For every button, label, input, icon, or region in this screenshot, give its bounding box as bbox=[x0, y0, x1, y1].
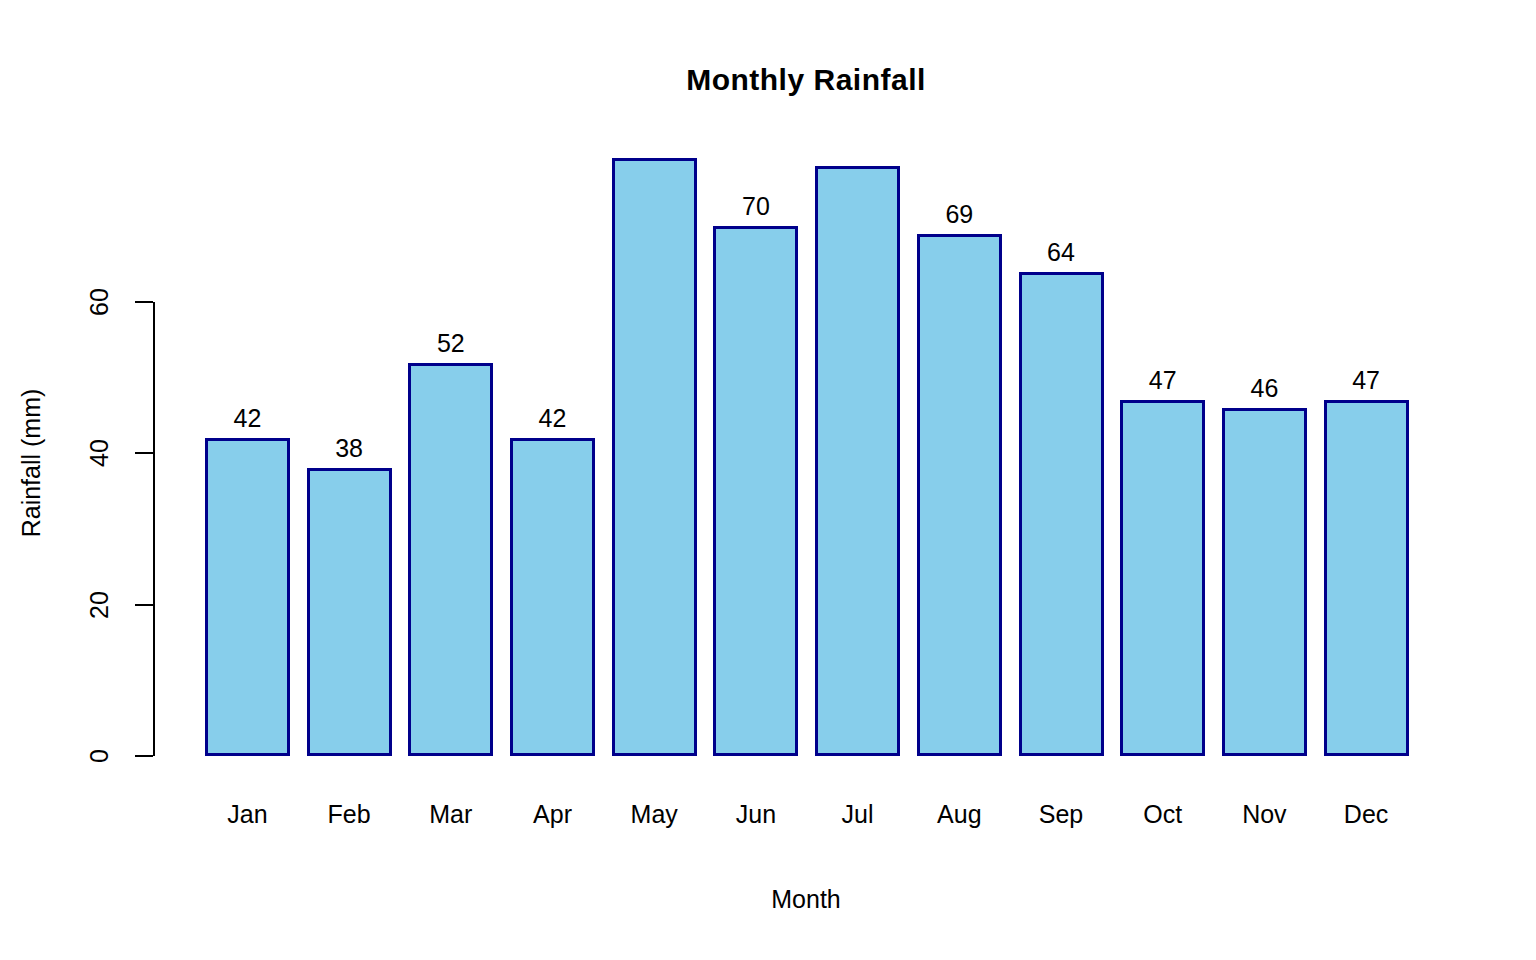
bar-value-label-nov: 46 bbox=[1250, 373, 1278, 402]
bar-oct bbox=[1120, 400, 1205, 756]
x-tick-label-may: May bbox=[631, 800, 678, 829]
y-tick-label: 40 bbox=[85, 439, 114, 467]
x-tick-label-feb: Feb bbox=[328, 800, 371, 829]
x-tick-label-aug: Aug bbox=[937, 800, 981, 829]
y-tick-mark bbox=[135, 301, 153, 303]
bar-value-label-feb: 38 bbox=[335, 434, 363, 463]
bar-value-label-apr: 42 bbox=[539, 404, 567, 433]
bar-value-label-jan: 42 bbox=[233, 404, 261, 433]
x-tick-label-dec: Dec bbox=[1344, 800, 1388, 829]
bar-dec bbox=[1324, 400, 1409, 756]
y-tick-label: 20 bbox=[85, 591, 114, 619]
bar-may bbox=[612, 158, 697, 756]
x-tick-label-mar: Mar bbox=[429, 800, 472, 829]
bar-value-label-oct: 47 bbox=[1149, 366, 1177, 395]
x-tick-label-apr: Apr bbox=[533, 800, 572, 829]
x-tick-label-sep: Sep bbox=[1039, 800, 1083, 829]
bar-apr bbox=[510, 438, 595, 756]
y-tick-label: 60 bbox=[85, 288, 114, 316]
bar-jun bbox=[713, 226, 798, 756]
y-axis-label: Rainfall (mm) bbox=[17, 389, 46, 538]
bar-value-label-sep: 64 bbox=[1047, 237, 1075, 266]
x-tick-label-jun: Jun bbox=[736, 800, 776, 829]
x-tick-label-jul: Jul bbox=[842, 800, 874, 829]
x-axis-label: Month bbox=[771, 885, 840, 914]
bar-feb bbox=[307, 468, 392, 756]
x-tick-label-oct: Oct bbox=[1143, 800, 1182, 829]
bar-nov bbox=[1222, 408, 1307, 756]
bar-aug bbox=[917, 234, 1002, 756]
bar-value-label-jun: 70 bbox=[742, 192, 770, 221]
y-tick-label: 0 bbox=[85, 749, 114, 763]
y-tick-mark bbox=[135, 604, 153, 606]
y-tick-mark bbox=[135, 755, 153, 757]
bar-mar bbox=[408, 363, 493, 756]
y-tick-mark bbox=[135, 452, 153, 454]
bar-value-label-dec: 47 bbox=[1352, 366, 1380, 395]
bar-sep bbox=[1019, 272, 1104, 756]
bar-value-label-mar: 52 bbox=[437, 328, 465, 357]
bar-value-label-aug: 69 bbox=[945, 199, 973, 228]
x-tick-label-jan: Jan bbox=[227, 800, 267, 829]
chart-title: Monthly Rainfall bbox=[686, 63, 926, 97]
x-tick-label-nov: Nov bbox=[1242, 800, 1286, 829]
bar-jan bbox=[205, 438, 290, 756]
bar-jul bbox=[815, 166, 900, 756]
bar-chart-figure: Monthly Rainfall Rainfall (mm) Month 0 20… bbox=[0, 0, 1536, 960]
y-axis-line bbox=[153, 302, 155, 756]
